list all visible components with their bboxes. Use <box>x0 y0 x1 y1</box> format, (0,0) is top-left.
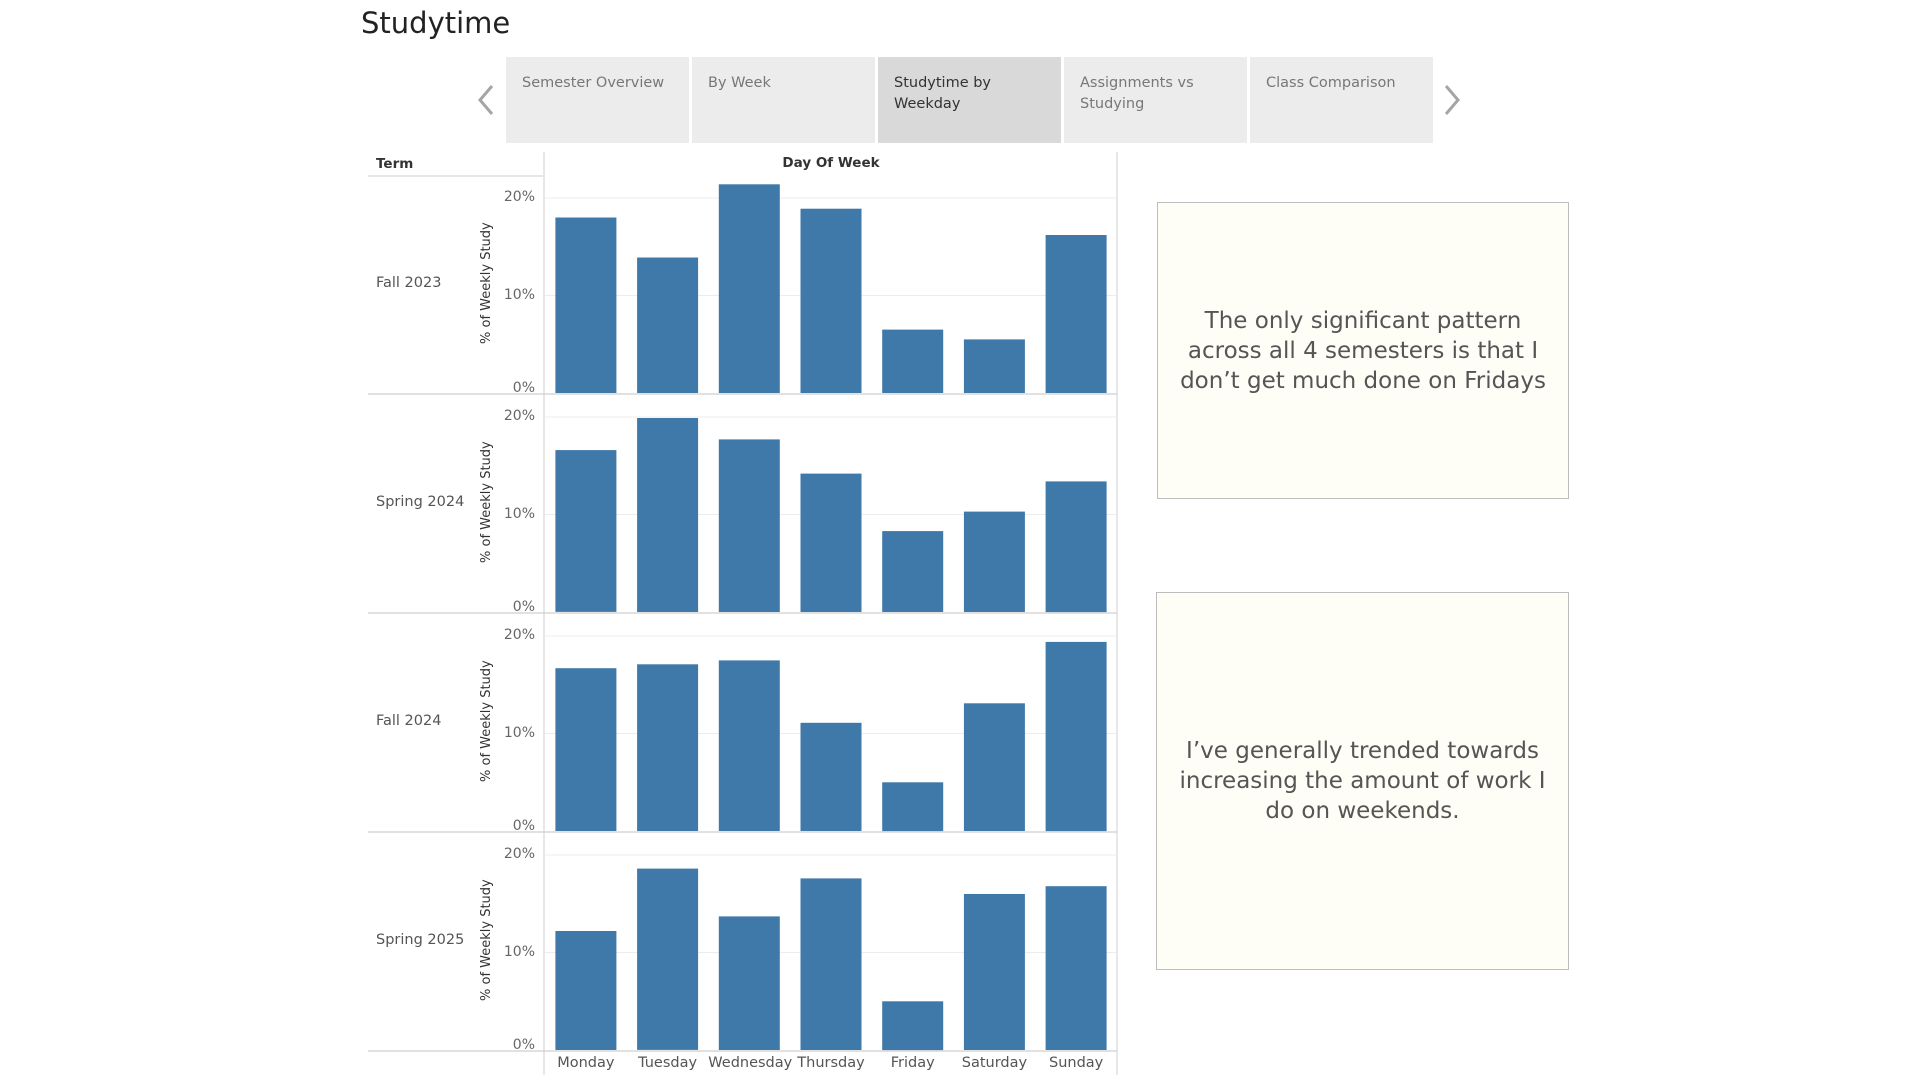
y-tick-label: 10% <box>503 724 535 741</box>
term-label-fall-2024: Fall 2024 <box>376 713 442 729</box>
bar-friday <box>882 531 944 612</box>
y-tick-label: 0% <box>512 599 535 615</box>
y-axis-title: % of Weekly Study <box>479 879 494 1001</box>
bar-sunday <box>1045 886 1107 1050</box>
y-axis-title: % of Weekly Study <box>479 441 494 563</box>
y-tick-label: 10% <box>503 943 535 960</box>
bar-saturday <box>963 894 1025 1050</box>
y-tick-label: 20% <box>503 846 535 862</box>
term-label-spring-2024: Spring 2024 <box>376 494 465 510</box>
tab-studytime-by-weekday[interactable]: Studytime by Weekday <box>878 57 1061 143</box>
bar-monday <box>555 668 617 831</box>
y-tick-label: 10% <box>503 286 535 303</box>
bar-friday <box>882 782 944 832</box>
bar-tuesday <box>637 664 699 831</box>
term-label-spring-2025: Spring 2025 <box>376 932 465 948</box>
bar-wednesday <box>718 439 780 612</box>
y-tick-label: 20% <box>503 408 535 424</box>
y-axis-title: % of Weekly Study <box>479 222 494 344</box>
bar-thursday <box>800 208 862 393</box>
bar-tuesday <box>637 418 699 612</box>
bar-friday <box>882 329 944 393</box>
x-tick-label-saturday: Saturday <box>961 1055 1028 1071</box>
x-tick-label-monday: Monday <box>557 1055 615 1071</box>
tab-class-comparison[interactable]: Class Comparison <box>1250 57 1433 143</box>
bar-sunday <box>1045 235 1107 393</box>
story-tabs: Semester Overview By Week Studytime by W… <box>506 57 1433 143</box>
annotation-note-weekends: I’ve generally trended towards increasin… <box>1156 592 1569 970</box>
y-tick-label: 0% <box>512 818 535 834</box>
bar-saturday <box>963 703 1025 831</box>
x-tick-label-sunday: Sunday <box>1049 1055 1104 1071</box>
y-tick-label: 0% <box>512 1037 535 1053</box>
bar-monday <box>555 450 617 612</box>
bar-sunday <box>1045 641 1107 832</box>
y-tick-label: 20% <box>503 189 535 205</box>
bar-wednesday <box>718 184 780 393</box>
bar-monday <box>555 217 617 393</box>
tab-assignments-vs-studying[interactable]: Assignments vs Studying <box>1064 57 1247 143</box>
bar-tuesday <box>637 868 699 1050</box>
bar-monday <box>555 931 617 1050</box>
bar-friday <box>882 1001 944 1051</box>
bar-sunday <box>1045 481 1107 613</box>
x-tick-label-thursday: Thursday <box>797 1055 865 1071</box>
page-title: Studytime <box>361 6 511 40</box>
row-header-term: Term <box>376 156 414 172</box>
bar-thursday <box>800 878 862 1050</box>
bar-thursday <box>800 722 862 831</box>
term-label-fall-2023: Fall 2023 <box>376 275 442 291</box>
chevron-left-icon[interactable] <box>472 80 502 120</box>
bar-wednesday <box>718 660 780 831</box>
y-tick-label: 0% <box>512 380 535 396</box>
annotation-note-friday: The only significant pattern across all … <box>1157 202 1569 499</box>
bar-tuesday <box>637 257 699 393</box>
x-tick-label-tuesday: Tuesday <box>638 1055 698 1071</box>
bar-saturday <box>963 511 1025 612</box>
bar-wednesday <box>718 916 780 1050</box>
tab-semester-overview[interactable]: Semester Overview <box>506 57 689 143</box>
chevron-right-icon[interactable] <box>1436 80 1466 120</box>
y-tick-label: 20% <box>503 627 535 643</box>
x-tick-label-wednesday: Wednesday <box>708 1055 793 1071</box>
x-tick-label-friday: Friday <box>890 1055 935 1071</box>
column-header-day-of-week: Day Of Week <box>782 155 880 171</box>
bar-thursday <box>800 473 862 612</box>
bar-saturday <box>963 339 1025 393</box>
tab-by-week[interactable]: By Week <box>692 57 875 143</box>
y-tick-label: 10% <box>503 505 535 522</box>
y-axis-title: % of Weekly Study <box>479 660 494 782</box>
